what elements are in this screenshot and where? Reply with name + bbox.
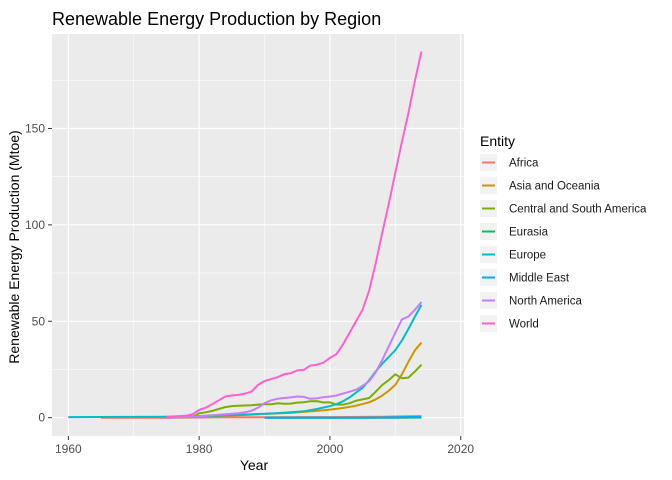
legend-item-eurasia: Eurasia — [480, 223, 549, 240]
y-axis-title: Renewable Energy Production (Mtoe) — [6, 130, 22, 363]
series-layer — [68, 51, 423, 419]
legend-item-world: World — [480, 315, 539, 332]
legend-label: Eurasia — [509, 227, 549, 239]
legend: Entity Africa Asia and Oceania Central and… — [480, 133, 647, 332]
legend-label: World — [509, 319, 539, 331]
legend-label: Asia and Oceania — [509, 181, 600, 193]
series-line-world — [166, 51, 423, 418]
x-axis-ticks: 1960 1980 2000 2020 — [55, 436, 474, 456]
legend-label: North America — [509, 296, 582, 308]
y-tick-label: 150 — [25, 121, 45, 135]
legend-label: Middle East — [509, 273, 570, 285]
grid-major — [52, 34, 464, 436]
series-line-middle-east — [264, 415, 422, 419]
series-line-north-america — [166, 301, 423, 419]
x-axis-title: Year — [240, 457, 269, 473]
y-tick-label: 100 — [25, 218, 45, 232]
legend-item-asia-and-oceania: Asia and Oceania — [480, 177, 600, 194]
x-tick-label: 2020 — [447, 442, 474, 456]
x-tick-label: 1960 — [55, 442, 82, 456]
x-tick-label: 1980 — [186, 442, 213, 456]
legend-items: Africa Asia and Oceania Central and South … — [480, 154, 647, 332]
x-tick-label: 2000 — [317, 442, 344, 456]
legend-item-africa: Africa — [480, 154, 539, 171]
legend-label: Central and South America — [509, 204, 647, 216]
legend-item-central-and-south-america: Central and South America — [480, 200, 647, 217]
legend-item-europe: Europe — [480, 246, 546, 263]
series-line-central-and-south-america — [166, 364, 423, 419]
y-axis-ticks: 0 50 100 150 — [25, 121, 52, 425]
y-tick-label: 0 — [38, 411, 45, 425]
legend-label: Africa — [509, 158, 539, 170]
legend-item-north-america: North America — [480, 292, 582, 309]
legend-label: Europe — [509, 250, 546, 262]
y-tick-label: 50 — [32, 314, 46, 328]
legend-item-middle-east: Middle East — [480, 269, 570, 286]
chart-title: Renewable Energy Production by Region — [52, 9, 381, 29]
legend-title: Entity — [480, 133, 515, 149]
